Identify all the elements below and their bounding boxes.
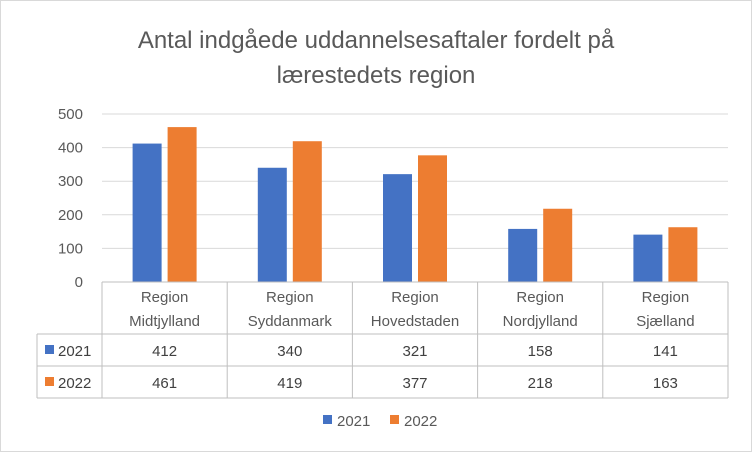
- category-label: Region: [516, 289, 564, 306]
- table-legend-key: [45, 377, 54, 386]
- bar-2021-2: [257, 167, 287, 282]
- bar-2021-1: [132, 143, 162, 282]
- legend-swatch: [323, 415, 332, 424]
- data-label: 163: [653, 375, 678, 392]
- legend-label: 2021: [337, 413, 370, 430]
- category-label: Hovedstaden: [371, 313, 459, 330]
- bar-2022-5: [668, 227, 698, 282]
- legend-label: 2022: [404, 413, 437, 430]
- y-tick-label: 500: [58, 106, 83, 123]
- legend-swatch: [390, 415, 399, 424]
- category-label: Midtjylland: [129, 313, 200, 330]
- data-table: Region Midtjylland Region Syddanmark Region H…: [36, 281, 729, 399]
- bar-2022-1: [167, 127, 197, 282]
- chart-title: Antal indgåede uddannelsesaftaler fordel…: [138, 27, 615, 89]
- category-label: Region: [642, 289, 690, 306]
- data-label: 218: [528, 375, 553, 392]
- category-label: Syddanmark: [248, 313, 333, 330]
- y-tick-label: 400: [58, 140, 83, 157]
- category-label: Region: [266, 289, 314, 306]
- gridlines: [102, 113, 728, 249]
- bar-2022-4: [543, 208, 573, 282]
- data-label: 340: [277, 343, 302, 360]
- category-label: Region: [391, 289, 439, 306]
- data-label: 412: [152, 343, 177, 360]
- bar-2022-3: [418, 155, 447, 282]
- chart-title-line-1: Antal indgåede uddannelsesaftaler fordel…: [138, 27, 615, 54]
- y-tick-label: 100: [58, 240, 83, 257]
- legend: 2021 2022: [323, 413, 437, 430]
- table-row-label: 2021: [58, 343, 91, 360]
- bar-2021-3: [383, 174, 412, 282]
- data-label: 377: [402, 375, 427, 392]
- y-axis-ticks: 0 100 200 300 400 500: [58, 106, 83, 291]
- data-label: 141: [653, 343, 678, 360]
- bar-2022-2: [292, 141, 322, 282]
- data-label: 419: [277, 375, 302, 392]
- bars: [132, 127, 698, 282]
- data-label: 461: [152, 375, 177, 392]
- bar-2021-5: [633, 234, 663, 282]
- y-tick-label: 300: [58, 173, 83, 190]
- data-label: 321: [402, 343, 427, 360]
- category-label: Region: [141, 289, 189, 306]
- chart-title-line-2: lærestedets region: [277, 62, 476, 89]
- table-legend-key: [45, 345, 54, 354]
- y-tick-label: 0: [75, 274, 83, 291]
- y-tick-label: 200: [58, 207, 83, 224]
- bar-2021-4: [508, 228, 538, 282]
- category-label: Nordjylland: [503, 313, 578, 330]
- category-label: Sjælland: [636, 313, 694, 330]
- table-row-label: 2022: [58, 375, 91, 392]
- data-label: 158: [528, 343, 553, 360]
